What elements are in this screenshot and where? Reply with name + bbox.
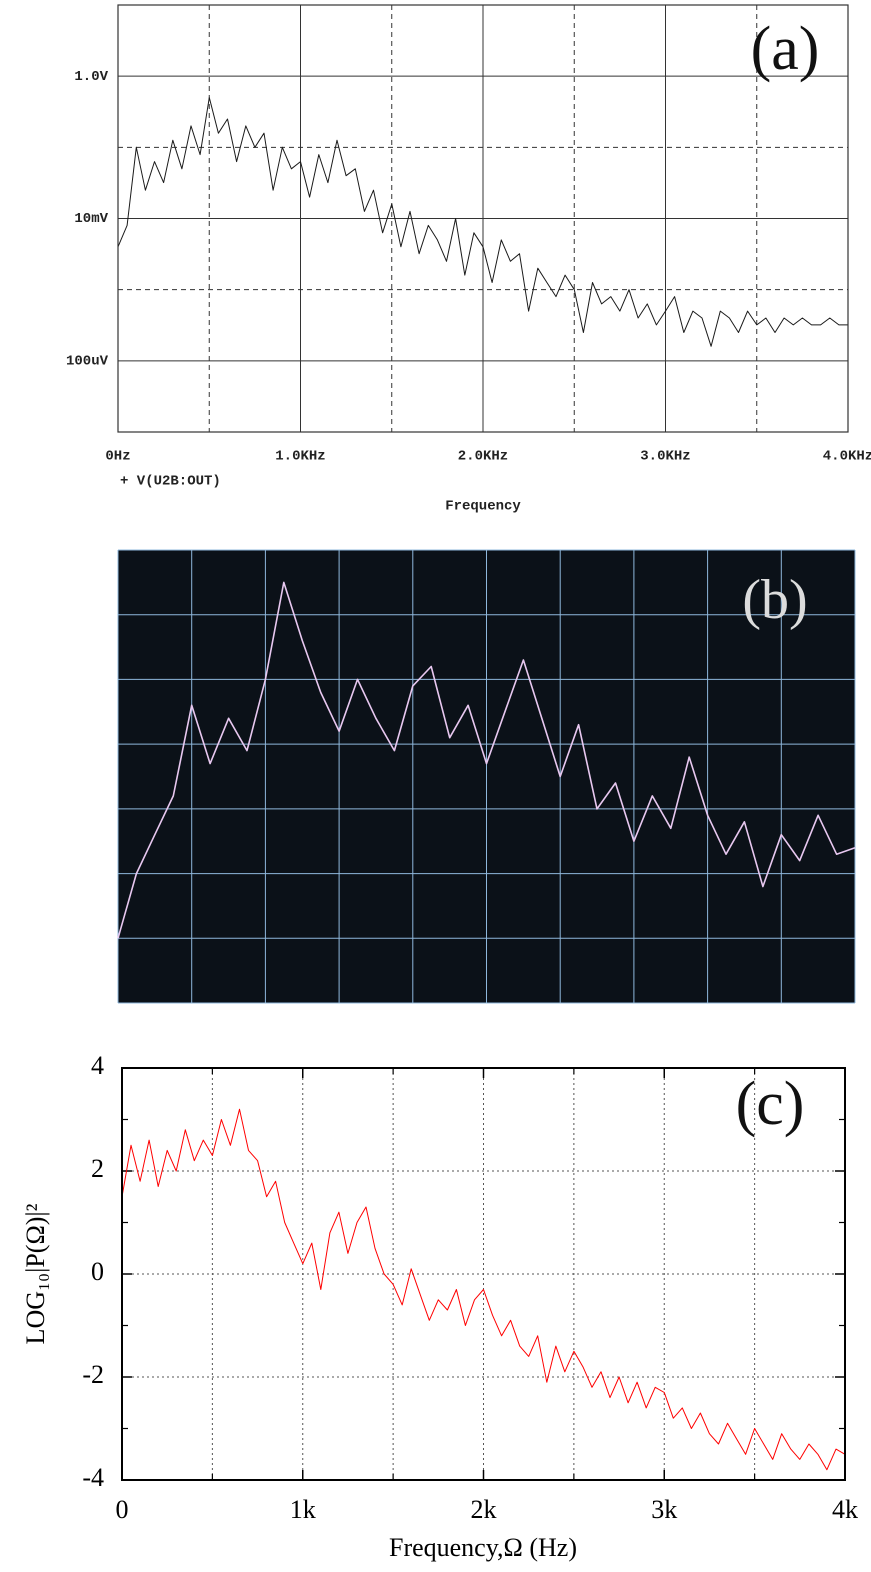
plot-frame — [117, 4, 849, 433]
x-axis-label: Frequency,Ω (Hz) — [389, 1533, 577, 1562]
x-tick-label: 3k — [651, 1495, 677, 1524]
legend-entry: + V(U2B:OUT) — [120, 474, 221, 490]
spectrum-line — [117, 581, 856, 939]
y-tick-label: 0 — [91, 1257, 104, 1286]
x-tick-label: 4.0KHz — [823, 449, 871, 465]
x-tick-label: 1k — [290, 1495, 316, 1524]
y-tick-label: 2 — [91, 1154, 104, 1183]
panel-label: (a) — [751, 15, 820, 83]
x-tick-label: 4k — [832, 1495, 858, 1524]
spectrum-line — [121, 1108, 846, 1471]
x-tick-label: 0 — [116, 1495, 129, 1524]
x-tick-label: 2k — [471, 1495, 497, 1524]
y-tick-label: 10mV — [74, 211, 108, 227]
y-tick-label: 100uV — [66, 354, 109, 370]
y-tick-label: 4 — [91, 1051, 104, 1080]
y-axis-label: LOG₁₀|P(Ω)|² — [21, 1203, 50, 1344]
x-tick-label: 2.0KHz — [458, 449, 508, 465]
y-tick-label: 1.0V — [74, 69, 108, 85]
x-tick-label: 1.0KHz — [275, 449, 325, 465]
x-tick-label: 3.0KHz — [640, 449, 690, 465]
y-tick-label: -2 — [82, 1360, 104, 1389]
x-tick-label: 0Hz — [105, 449, 130, 465]
x-axis-label: Frequency — [445, 499, 521, 515]
plot-frame — [121, 1067, 846, 1481]
y-tick-label: -4 — [82, 1463, 104, 1492]
spectrum-line — [117, 97, 848, 347]
panel-label: (b) — [742, 569, 807, 631]
panel-label: (c) — [736, 1070, 805, 1138]
